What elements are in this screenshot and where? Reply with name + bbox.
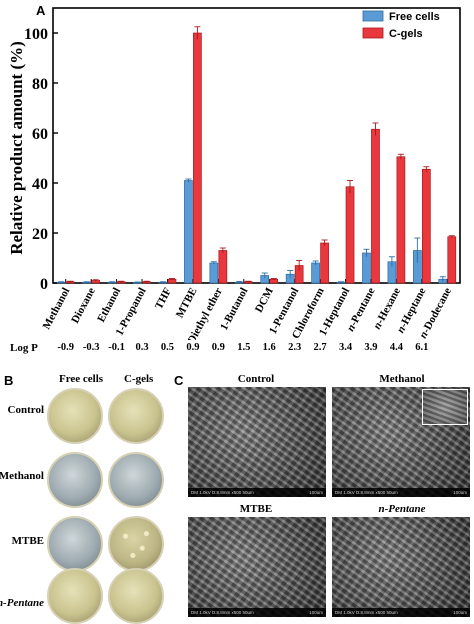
x-tick-label: Ethanol (95, 286, 123, 325)
y-tick-label: 0 (40, 276, 48, 293)
column-header-c-gels: C-gels (124, 373, 154, 385)
row-label-n-pentane: n-Pentane (0, 597, 44, 609)
log-p-value: 3.9 (364, 342, 378, 353)
bar-c-gels (447, 236, 457, 284)
log-p-value: 0.9 (186, 342, 200, 353)
bar-c-gels (345, 186, 355, 284)
y-tick-label: 80 (32, 76, 48, 93)
x-tick-label: DCM (253, 285, 276, 314)
y-tick-label: 100 (24, 26, 48, 43)
dish-c-gels-n-pentane (108, 568, 164, 624)
sem-title-methanol: Methanol (379, 373, 425, 385)
bar-free-cells (184, 180, 193, 284)
dish-c-gels-methanol (108, 452, 164, 508)
legend-swatch-c-gels (362, 27, 384, 39)
x-tick-label: Dioxane (69, 286, 98, 326)
sem-title-control: Control (237, 373, 275, 385)
dish-free-cells-mtbe (47, 516, 103, 572)
log-p-value: 0.3 (135, 342, 149, 353)
x-tick-label: THF (153, 286, 174, 312)
row-label-methanol: Methanol (0, 470, 44, 482)
bar-c-gels (218, 250, 228, 284)
legend-swatch-free-cells (362, 10, 384, 22)
y-tick-label: 20 (32, 226, 48, 243)
y-axis: 0 20 40 60 80 100 (24, 26, 58, 293)
log-p-value: -0.3 (82, 342, 100, 353)
sem-image-mtbe: DM 1.0kV D:8.8mm x500 50um 100um (188, 517, 326, 617)
dish-c-gels-mtbe (108, 516, 164, 572)
y-axis-title: Relative product amount (%) (7, 41, 26, 255)
x-tick-label: MTBE (174, 286, 200, 320)
dish-c-gels-control (108, 388, 164, 444)
bar-c-gels (396, 156, 406, 284)
log-p-label: Log P (10, 342, 38, 354)
bar-c-gels (371, 128, 380, 284)
column-header-free-cells: Free cells (59, 373, 104, 385)
bar-free-cells (362, 252, 371, 284)
log-p-value: 1.6 (262, 342, 276, 353)
sem-caption: DM 1.0kV D:8.8mm x500 50um (332, 488, 470, 497)
bar-free-cells (209, 262, 219, 284)
sem-image-methanol: DM 1.0kV D:8.8mm x500 50um 100um (332, 387, 470, 497)
sem-scale: 100um (453, 610, 467, 615)
bar-c-gels (320, 242, 329, 284)
bar-series (56, 26, 457, 284)
log-p-value: 1.5 (237, 342, 251, 353)
row-label-control: Control (7, 404, 44, 416)
bar-c-gels (421, 168, 431, 284)
log-p-value: 2.3 (288, 342, 302, 353)
y-tick-label: 60 (32, 126, 48, 143)
log-p-value: 3.4 (338, 342, 353, 353)
legend: Free cells C-gels (362, 10, 440, 40)
y-tick-label: 40 (32, 176, 48, 193)
plot-area (52, 7, 461, 284)
sem-caption: DM 1.0kV D:8.8mm x500 50um (188, 488, 326, 497)
panel-label-c: C (174, 373, 184, 388)
legend-label-c-gels: C-gels (389, 28, 423, 40)
sem-caption: DM 1.0kV D:8.8mm x500 50um (332, 608, 470, 617)
dish-free-cells-n-pentane (47, 568, 103, 624)
legend-label-free-cells: Free cells (389, 11, 440, 23)
dish-free-cells-control (47, 388, 103, 444)
dish-free-cells-methanol (47, 452, 103, 508)
sem-image-control: DM 1.0kV D:8.8mm x500 50um 100um (188, 387, 326, 497)
sem-scale: 100um (309, 610, 323, 615)
panel-label-b: B (4, 373, 14, 388)
sem-inset (422, 389, 468, 425)
panel-label-a: A (36, 3, 46, 18)
sem-caption: DM 1.0kV D:8.8mm x500 50um (188, 608, 326, 617)
plot-border (52, 7, 461, 284)
log-p-value: 0.9 (211, 342, 225, 353)
log-p-value: 2.7 (313, 342, 327, 353)
log-p-value: 4.4 (389, 342, 403, 353)
log-p-value: -0.1 (108, 342, 125, 353)
sem-title-n-pentane: n-Pentane (378, 503, 426, 515)
sem-scale: 100um (453, 490, 467, 495)
bar-free-cells (311, 262, 320, 284)
sem-image-n-pentane: DM 1.0kV D:8.8mm x500 50um 100um (332, 517, 470, 617)
sem-scale: 100um (309, 490, 323, 495)
log-p-value: 0.5 (160, 342, 175, 353)
bar-chart: 0 20 40 60 80 100 MethanolDioxaneEthanol1-Pro… (7, 7, 461, 340)
log-p-value: -0.9 (57, 342, 75, 353)
bar-c-gels (193, 32, 202, 284)
log-p-value: 6.1 (415, 342, 429, 353)
sem-title-mtbe: MTBE (239, 503, 273, 515)
row-label-mtbe: MTBE (11, 535, 44, 547)
